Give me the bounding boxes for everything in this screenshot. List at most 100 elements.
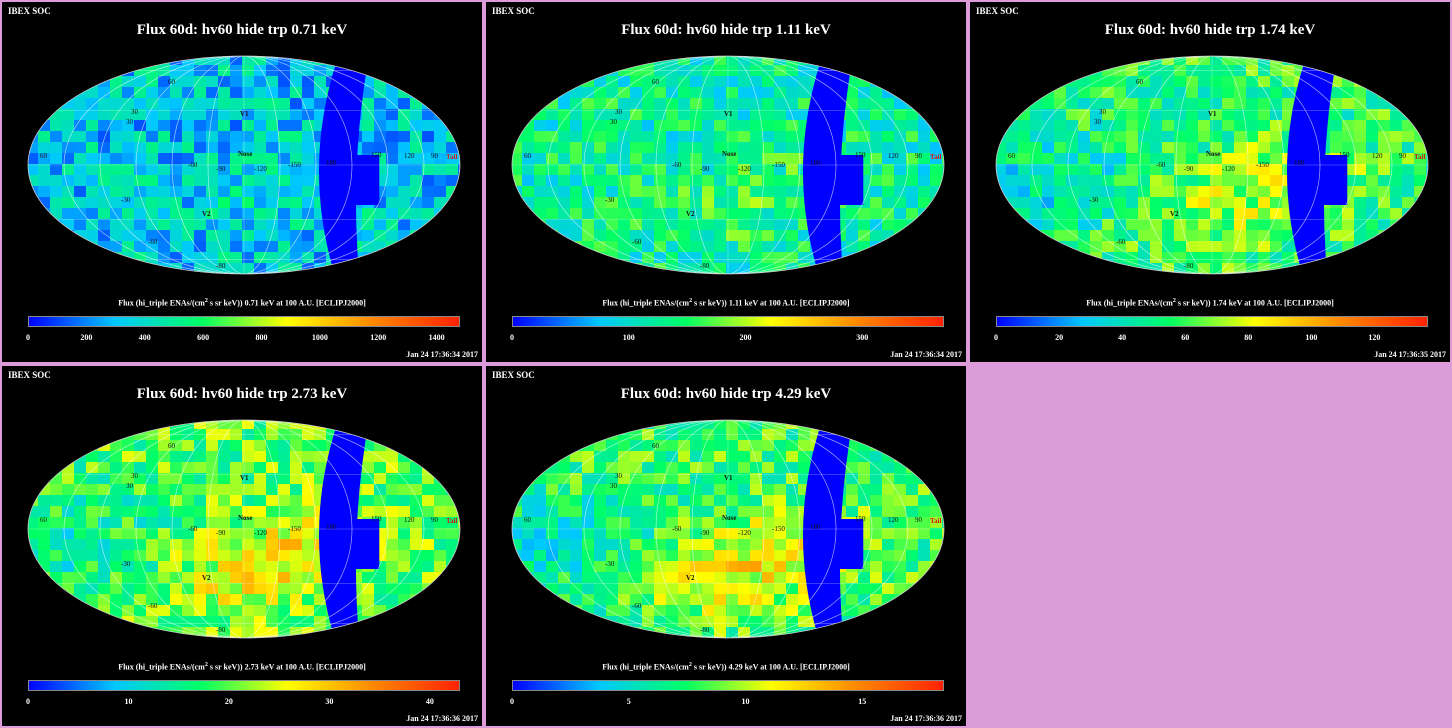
colorbar-tick: 10 <box>124 697 133 706</box>
colorbar-tick: 800 <box>255 333 268 342</box>
colorbar-tick: 300 <box>856 333 869 342</box>
v2-marker: V2 <box>686 574 695 582</box>
longitude-label: 150 <box>371 151 382 159</box>
longitude-label: -150 <box>772 525 785 533</box>
colorbar-tick: 40 <box>1118 333 1127 342</box>
timestamp: Jan 24 17:36:34 2017 <box>890 350 962 359</box>
colorbar-tick: 100 <box>622 333 635 342</box>
latitude-label: -30 <box>605 560 615 568</box>
longitude-label: 90 <box>431 516 439 524</box>
v2-marker: V2 <box>686 210 695 218</box>
colorbar-tick: 200 <box>80 333 93 342</box>
colorbar-tick: 5 <box>626 697 631 706</box>
latitude-label: -80 <box>700 626 710 634</box>
latitude-label: -60 <box>148 602 158 610</box>
longitude-label: 90 <box>431 152 439 160</box>
colorbar-tick: 40 <box>425 697 434 706</box>
sky-map: 60 30 -60 -90 -120 -150 180 150 120 90 60 30 -30 -60 -… <box>26 418 462 640</box>
longitude-label: -60 <box>188 161 198 169</box>
latitude-label: -80 <box>700 262 710 270</box>
colorbar-label: Flux (hi_triple ENAs/(cm2 s sr keV)) 2.7… <box>118 662 366 672</box>
nose-marker: Nose <box>722 514 736 522</box>
sky-map: 60 30 -60 -90 -120 -150 180 150 120 90 60 30 -30 -60 -… <box>26 54 462 276</box>
longitude-label: -120 <box>254 529 267 537</box>
map-panel-071: IBEX SOC Flux 60d: hv60 hide trp 0.71 ke… <box>2 2 482 362</box>
timestamp: Jan 24 17:36:36 2017 <box>406 714 478 723</box>
longitude-label: 60 <box>524 152 532 160</box>
v1-marker: V1 <box>1208 110 1217 118</box>
v1-marker: V1 <box>724 110 733 118</box>
longitude-label: 180 <box>326 159 337 167</box>
colorbar-tick: 1200 <box>370 333 387 342</box>
panel-title: Flux 60d: hv60 hide trp 2.73 keV <box>136 386 348 402</box>
panel-title: Flux 60d: hv60 hide trp 1.74 keV <box>1104 22 1316 38</box>
colorbar-tick: 80 <box>1244 333 1253 342</box>
colorbar-tick: 0 <box>510 697 514 706</box>
sky-map-svg: 60 30 -60 -90 -120 -150 180 150 120 90 60 30 -30 -60 -… <box>995 55 1429 275</box>
sky-map-svg: 60 30 -60 -90 -120 -150 180 150 120 90 60 30 -30 -60 -… <box>27 419 461 639</box>
panel-header: IBEX SOC <box>8 370 51 380</box>
v1-marker: V1 <box>724 474 733 482</box>
longitude-label: 150 <box>855 515 866 523</box>
panel-header: IBEX SOC <box>8 6 51 16</box>
colorbar-label: Flux (hi_triple ENAs/(cm2 s sr keV)) 4.2… <box>602 662 850 672</box>
colorbar-label: Flux (hi_triple ENAs/(cm2 s sr keV)) 1.7… <box>1086 298 1334 308</box>
longitude-label: -150 <box>772 161 785 169</box>
v1-marker: V1 <box>240 110 249 118</box>
tail-marker: Tail <box>1414 153 1425 161</box>
latitude-label: -80 <box>216 262 226 270</box>
timestamp: Jan 24 17:36:36 2017 <box>890 714 962 723</box>
latitude-label: 60 <box>168 442 176 450</box>
colorbar-tick: 0 <box>510 333 514 342</box>
latitude-label: -30 <box>1089 196 1099 204</box>
colorbar-label: Flux (hi_triple ENAs/(cm2 s sr keV)) 0.7… <box>118 298 366 308</box>
nose-marker: Nose <box>238 514 252 522</box>
latitude-label: -80 <box>1184 262 1194 270</box>
longitude-label: -120 <box>738 165 751 173</box>
colorbar-tick: 120 <box>1368 333 1381 342</box>
sky-map-svg: 60 30 -60 -90 -120 -150 180 150 120 90 60 30 -30 -60 -… <box>27 55 461 275</box>
longitude-label: -90 <box>216 165 226 173</box>
colorbar-tick: 100 <box>1305 333 1318 342</box>
nose-marker: Nose <box>238 150 252 158</box>
longitude-label: 30 <box>1099 108 1107 116</box>
map-panel-111: IBEX SOC Flux 60d: hv60 hide trp 1.11 ke… <box>486 2 966 362</box>
longitude-label: 30 <box>615 108 623 116</box>
longitude-label: -150 <box>288 161 301 169</box>
longitude-label: 180 <box>1294 159 1305 167</box>
colorbar-tick: 600 <box>197 333 210 342</box>
latitude-label: 30 <box>1094 118 1102 126</box>
panel-title: Flux 60d: hv60 hide trp 1.11 keV <box>621 22 831 38</box>
colorbar-tick: 0 <box>26 697 30 706</box>
colorbar <box>512 680 944 691</box>
colorbar-tick: 1400 <box>428 333 445 342</box>
colorbar <box>28 680 460 691</box>
longitude-label: -90 <box>700 165 710 173</box>
longitude-label: 90 <box>915 152 923 160</box>
latitude-label: 60 <box>652 78 660 86</box>
latitude-label: 60 <box>168 78 176 86</box>
tail-marker: Tail <box>446 153 457 161</box>
map-panel-429: IBEX SOC Flux 60d: hv60 hide trp 4.29 ke… <box>486 366 966 726</box>
latitude-label: -60 <box>632 238 642 246</box>
longitude-label: 90 <box>915 516 923 524</box>
sky-map-svg: 60 30 -60 -90 -120 -150 180 150 120 90 60 30 -30 -60 -… <box>511 55 945 275</box>
longitude-label: 30 <box>131 108 139 116</box>
v2-marker: V2 <box>202 210 211 218</box>
nose-marker: Nose <box>1206 150 1220 158</box>
colorbar-tick: 0 <box>26 333 30 342</box>
longitude-label: 120 <box>404 152 415 160</box>
longitude-label: 150 <box>1339 151 1350 159</box>
tail-marker: Tail <box>930 517 941 525</box>
longitude-label: 60 <box>40 516 48 524</box>
colorbar-tick: 0 <box>994 333 998 342</box>
panel-header: IBEX SOC <box>492 6 535 16</box>
latitude-label: 30 <box>126 118 134 126</box>
tail-marker: Tail <box>930 153 941 161</box>
colorbar-tick: 60 <box>1181 333 1190 342</box>
longitude-label: 150 <box>855 151 866 159</box>
longitude-label: -150 <box>1256 161 1269 169</box>
tail-marker: Tail <box>446 517 457 525</box>
longitude-label: -120 <box>254 165 267 173</box>
panel-title: Flux 60d: hv60 hide trp 4.29 keV <box>620 386 832 402</box>
